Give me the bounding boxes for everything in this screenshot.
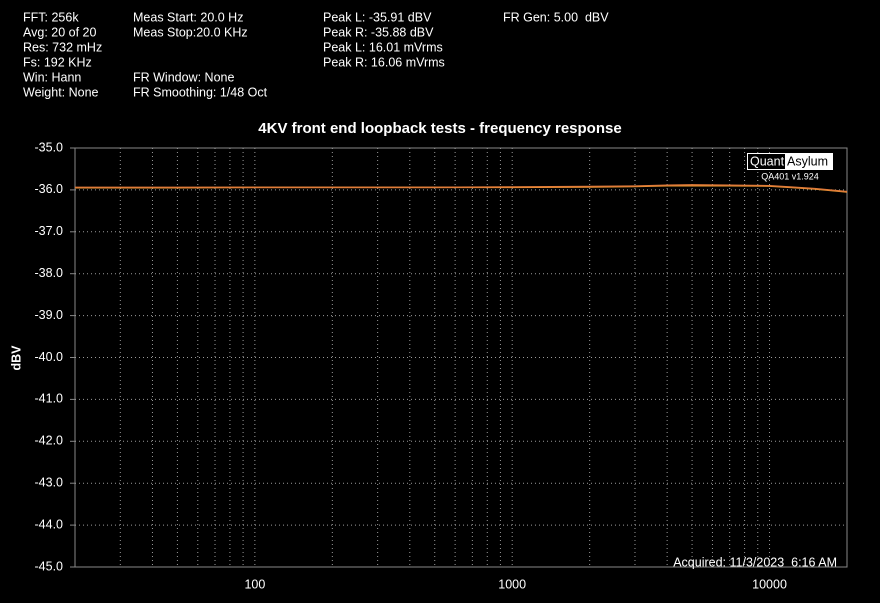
info-text: Weight: None [23, 85, 99, 99]
info-text: FR Window: None [133, 70, 234, 84]
y-tick-label: -36.0 [35, 182, 64, 196]
y-tick-label: -43.0 [35, 475, 64, 489]
info-text: FFT: 256k [23, 10, 79, 24]
x-tick-label: 1000 [498, 577, 526, 591]
acquired-text: Acquired: 11/3/2023 6:16 AM [673, 555, 837, 569]
info-text: Peak L: -35.91 dBV [323, 10, 432, 24]
series-line [75, 184, 848, 193]
info-text: Peak R: -35.88 dBV [323, 25, 434, 39]
y-tick-label: -38.0 [35, 266, 64, 280]
version-text: QA401 v1.924 [761, 171, 819, 181]
y-tick-label: -42.0 [35, 434, 64, 448]
info-text: Avg: 20 of 20 [23, 25, 96, 39]
chart-title: 4KV front end loopback tests - frequency… [258, 120, 621, 137]
info-text: FR Gen: 5.00 dBV [503, 10, 609, 24]
info-text: Fs: 192 KHz [23, 55, 92, 69]
y-axis-label: dBV [9, 345, 23, 371]
y-tick-label: -39.0 [35, 308, 64, 322]
x-tick-label: 100 [244, 577, 265, 591]
x-tick-label: 10000 [752, 577, 787, 591]
y-tick-label: -45.0 [35, 559, 64, 573]
y-tick-label: -44.0 [35, 517, 64, 531]
logo-text: Asylum [787, 154, 828, 168]
info-text: Res: 732 mHz [23, 40, 102, 54]
info-text: Meas Stop:20.0 KHz [133, 25, 248, 39]
info-text: FR Smoothing: 1/48 Oct [133, 85, 268, 99]
info-text: Peak L: 16.01 mVrms [323, 40, 443, 54]
y-tick-label: -35.0 [35, 140, 64, 154]
logo-box-left [748, 154, 785, 169]
info-text: Peak R: 16.06 mVrms [323, 55, 445, 69]
y-tick-label: -41.0 [35, 392, 64, 406]
y-tick-label: -40.0 [35, 350, 64, 364]
y-tick-label: -37.0 [35, 224, 64, 238]
info-text: Meas Start: 20.0 Hz [133, 10, 243, 24]
logo-text: Quant [750, 154, 785, 168]
info-text: Win: Hann [23, 70, 81, 84]
